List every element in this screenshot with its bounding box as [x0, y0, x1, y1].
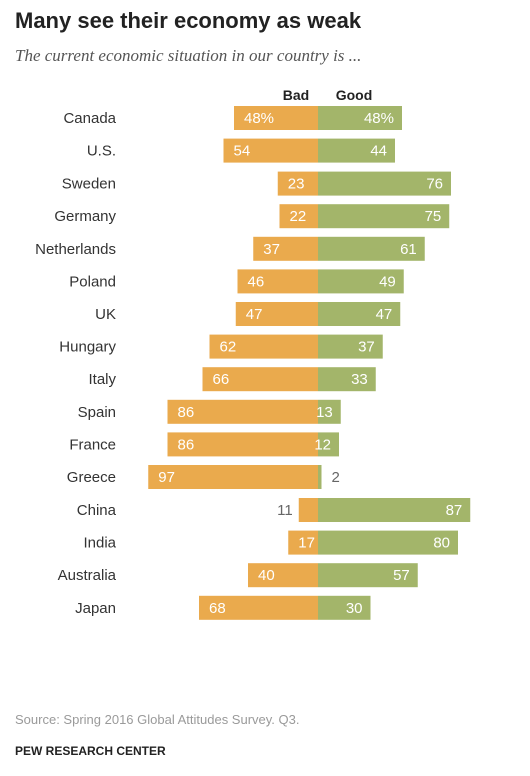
category-label: Sweden [62, 176, 116, 193]
bad-value-label: 97 [158, 469, 175, 486]
bad-value-label: 40 [258, 567, 275, 584]
category-label: Poland [69, 273, 116, 290]
chart-title: Many see their economy as weak [15, 8, 362, 33]
good-value-label: 49 [379, 273, 396, 290]
source-note: Source: Spring 2016 Global Attitudes Sur… [15, 712, 300, 727]
good-value-label: 80 [433, 535, 450, 552]
good-bar [318, 204, 450, 229]
category-label: China [77, 502, 117, 519]
category-label: Japan [75, 600, 116, 617]
category-label: Germany [54, 208, 116, 225]
good-bar [318, 334, 383, 359]
category-label: Australia [58, 567, 117, 584]
good-bar [318, 171, 451, 196]
legend-bad: Bad [283, 87, 309, 103]
good-bar [318, 465, 322, 489]
category-label: Greece [67, 469, 116, 486]
good-bar [318, 530, 458, 555]
good-bar [318, 302, 401, 326]
good-value-label: 44 [370, 143, 387, 160]
category-label: UK [95, 306, 116, 323]
bad-value-label: 23 [288, 176, 305, 193]
bad-bar [279, 204, 318, 229]
category-label: Hungary [59, 339, 116, 356]
category-label: Canada [63, 110, 116, 127]
bad-bar [237, 269, 318, 294]
bad-bar [277, 171, 318, 196]
good-bar [318, 563, 418, 588]
chart-subtitle: The current economic situation in our co… [15, 46, 362, 65]
bad-value-label: 48% [244, 110, 274, 127]
bad-value-label: 46 [248, 273, 265, 290]
good-value-label: 61 [400, 241, 417, 258]
good-bar [318, 138, 395, 163]
good-bar [318, 498, 471, 522]
bad-value-label: 86 [178, 404, 195, 421]
bad-bar [235, 302, 318, 326]
good-bar [318, 595, 371, 620]
bad-value-label: 47 [246, 306, 263, 323]
bad-value-label: 22 [290, 208, 307, 225]
good-value-label: 57 [393, 567, 410, 584]
bad-value-label: 62 [220, 339, 237, 356]
diverging-bar-chart: Bad Good Canada 48% 48% U.S. 54 44 Sweden 23 76 Ger… [35, 87, 471, 620]
good-value-label: 13 [316, 404, 333, 421]
category-label: Netherlands [35, 241, 116, 258]
category-label: France [69, 436, 116, 453]
bad-bar [202, 367, 318, 392]
bad-value-label: 37 [263, 241, 280, 258]
good-bar [318, 367, 376, 392]
good-bar [318, 106, 402, 130]
bad-bar [209, 334, 318, 359]
category-label: U.S. [87, 143, 116, 160]
bad-bar [199, 595, 318, 620]
bad-bar [248, 563, 318, 588]
bad-bar [253, 236, 318, 261]
good-bar [318, 236, 425, 261]
bad-value-label: 66 [213, 371, 230, 388]
good-value-label: 76 [426, 176, 443, 193]
bad-value-label: 17 [298, 535, 315, 552]
good-value-label: 30 [346, 600, 363, 617]
good-bar [318, 432, 339, 457]
good-value-label: 33 [351, 371, 368, 388]
category-label: India [83, 535, 116, 552]
bad-bar [234, 106, 318, 130]
bad-value-label: 11 [277, 502, 293, 519]
legend-good: Good [336, 87, 373, 103]
good-bar [318, 269, 404, 294]
category-label: Spain [78, 404, 116, 421]
bad-bar [298, 498, 318, 522]
bad-bar [223, 138, 318, 163]
good-value-label: 75 [425, 208, 442, 225]
credit-line: PEW RESEARCH CENTER [15, 744, 166, 758]
good-value-label: 48% [364, 110, 394, 127]
bad-bar [167, 399, 318, 424]
category-label: Italy [88, 371, 116, 388]
good-value-label: 12 [314, 436, 331, 453]
bad-bar [167, 432, 318, 457]
bad-value-label: 68 [209, 600, 226, 617]
bad-bar [148, 465, 318, 489]
good-value-label: 37 [358, 339, 375, 356]
good-bar [318, 399, 341, 424]
bad-value-label: 54 [234, 143, 251, 160]
good-value-label: 2 [332, 469, 340, 486]
bad-bar [288, 530, 318, 555]
bad-value-label: 86 [178, 436, 195, 453]
good-value-label: 47 [376, 306, 393, 323]
good-value-label: 87 [446, 502, 463, 519]
